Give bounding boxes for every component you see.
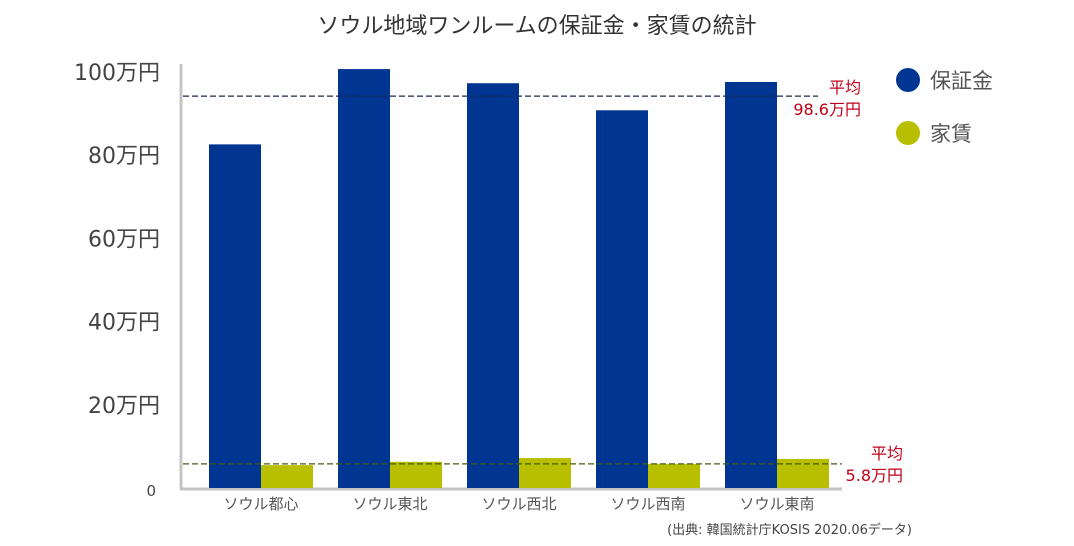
y-tick-label: 0: [146, 482, 156, 500]
y-tick-label: 40万円: [88, 311, 160, 336]
rent-bar: [648, 463, 700, 488]
x-tick-label: ソウル東南: [739, 495, 814, 513]
y-tick-label: 100万円: [74, 61, 160, 86]
deposit-bar: [209, 144, 261, 488]
legend-label: 保証金: [930, 69, 993, 93]
y-tick-label: 60万円: [88, 227, 160, 252]
average-label: 平均: [829, 78, 861, 97]
source-note: (出典: 韓国統計庁KOSIS 2020.06データ): [667, 523, 912, 538]
rent-bar: [261, 465, 313, 488]
x-tick-label: ソウル都心: [223, 495, 298, 513]
rent-bar: [390, 461, 442, 488]
deposit-bar: [338, 69, 390, 488]
deposit-bar: [725, 81, 777, 488]
y-tick-label: 80万円: [88, 144, 160, 169]
x-tick-label: ソウル東北: [352, 495, 427, 513]
x-tick-label: ソウル西北: [481, 495, 556, 513]
x-tick-label: ソウル西南: [610, 495, 685, 513]
y-tick-label: 20万円: [88, 394, 160, 419]
legend-deposit-marker: [896, 68, 920, 92]
rent-bar: [777, 458, 829, 488]
average-value: 5.8万円: [846, 466, 903, 485]
legend-rent-marker: [896, 121, 920, 145]
deposit-bar: [596, 110, 648, 488]
chart-title: ソウル地域ワンルームの保証金・家賃の統計: [317, 14, 757, 39]
average-label: 平均: [871, 444, 903, 463]
rent-bar: [519, 458, 571, 488]
deposit-bar: [467, 83, 519, 489]
legend-label: 家賃: [930, 122, 972, 146]
average-value: 98.6万円: [793, 100, 861, 119]
